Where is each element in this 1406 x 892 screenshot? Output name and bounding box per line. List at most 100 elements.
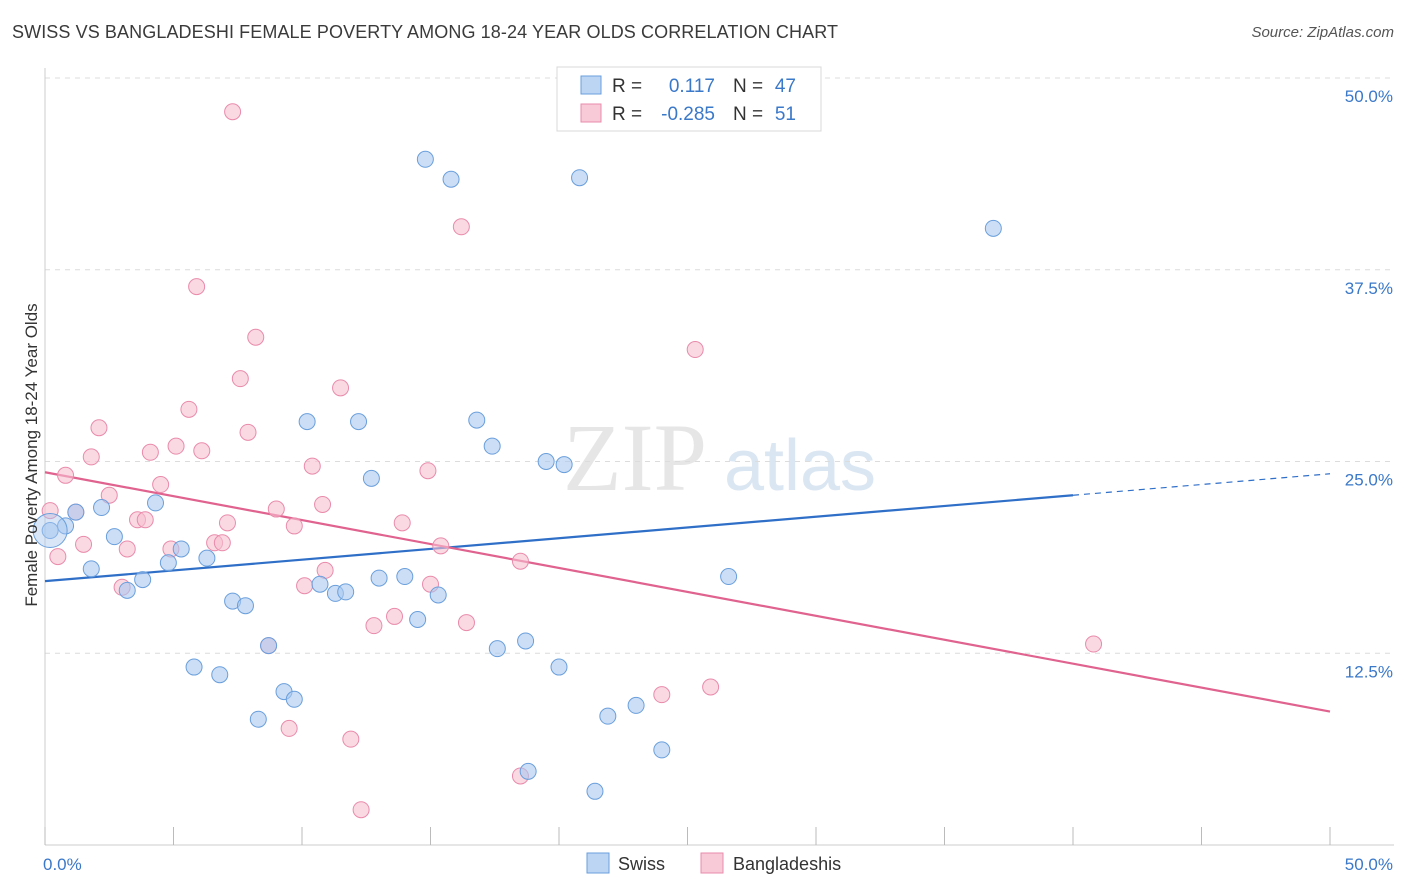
bangladeshis-point bbox=[352, 801, 370, 819]
bangladeshis-point bbox=[511, 552, 529, 570]
bangladeshis-trend-line bbox=[44, 471, 1331, 713]
swiss-swatch bbox=[580, 75, 602, 95]
bangladeshis-point bbox=[180, 400, 198, 418]
swiss-point bbox=[396, 568, 414, 586]
y-tick-labels: 12.5% 25.0% 37.5% 50.0% bbox=[1345, 87, 1393, 681]
bangladeshis-point bbox=[100, 486, 118, 504]
swiss-point bbox=[147, 494, 165, 512]
bangladeshis-point bbox=[365, 617, 383, 635]
swiss-point bbox=[519, 762, 537, 780]
swiss-point bbox=[571, 169, 589, 187]
bangladeshis-point bbox=[280, 719, 298, 737]
bangladeshis-point bbox=[452, 218, 470, 236]
bangladeshis-point bbox=[457, 614, 475, 632]
bangladeshis-point bbox=[141, 443, 159, 461]
legend-bangladeshis-label: Bangladeshis bbox=[733, 854, 841, 874]
bangladeshis-r-value: -0.285 bbox=[661, 104, 715, 125]
swiss-trend-line bbox=[44, 494, 1074, 583]
swiss-point-large bbox=[32, 513, 68, 549]
watermark-atlas: atlas bbox=[724, 426, 876, 506]
swiss-point bbox=[93, 499, 111, 517]
swiss-r-label: R = bbox=[612, 76, 642, 97]
swiss-point bbox=[159, 554, 177, 572]
swiss-point bbox=[82, 560, 100, 578]
swiss-point bbox=[350, 413, 368, 431]
swiss-trend-extension bbox=[1072, 473, 1331, 496]
bangladeshis-point bbox=[239, 423, 257, 441]
x-tick-label-max: 50.0% bbox=[1345, 855, 1393, 874]
bangladeshis-point bbox=[432, 537, 450, 555]
swiss-point bbox=[442, 170, 460, 188]
series-legend: Swiss Bangladeshis bbox=[586, 852, 841, 874]
bangladeshis-point bbox=[136, 511, 154, 529]
bangladeshis-point bbox=[1085, 635, 1103, 653]
bangladeshis-point bbox=[332, 379, 350, 397]
swiss-point bbox=[285, 690, 303, 708]
bangladeshis-point bbox=[247, 328, 265, 346]
swiss-point bbox=[599, 707, 617, 725]
swiss-n-value: 47 bbox=[775, 76, 796, 97]
bangladeshis-point bbox=[90, 419, 108, 437]
swiss-point bbox=[172, 540, 190, 558]
bangladeshis-point bbox=[285, 517, 303, 535]
bangladeshis-point bbox=[653, 686, 671, 704]
swiss-r-value: 0.117 bbox=[669, 76, 715, 97]
swiss-point bbox=[370, 569, 388, 587]
y-axis-label: Female Poverty Among 18-24 Year Olds bbox=[22, 303, 41, 606]
swiss-point bbox=[483, 437, 501, 455]
swiss-point bbox=[586, 782, 604, 800]
swiss-point bbox=[537, 453, 555, 470]
swiss-point bbox=[416, 150, 434, 168]
bangladeshis-point bbox=[702, 678, 720, 696]
swiss-point bbox=[57, 517, 75, 535]
bangladeshis-n-label: N = bbox=[733, 104, 763, 125]
bangladeshis-point bbox=[419, 462, 437, 480]
bangladeshis-point bbox=[57, 466, 75, 484]
data-points bbox=[32, 103, 1103, 819]
bangladeshis-point bbox=[218, 514, 236, 532]
swiss-point bbox=[185, 658, 203, 676]
y-tick-label: 12.5% bbox=[1345, 662, 1393, 681]
swiss-point bbox=[468, 411, 486, 429]
bangladeshis-swatch bbox=[580, 103, 602, 123]
watermark-zip: ZIP bbox=[563, 404, 707, 511]
bangladeshis-point bbox=[49, 548, 67, 566]
swiss-point bbox=[409, 611, 427, 629]
swiss-point bbox=[550, 658, 568, 676]
swiss-point bbox=[984, 219, 1002, 237]
swiss-point bbox=[236, 597, 254, 615]
swiss-point bbox=[211, 666, 229, 684]
swiss-point bbox=[488, 640, 506, 658]
bangladeshis-point bbox=[386, 607, 404, 625]
bangladeshis-point bbox=[41, 502, 59, 520]
bangladeshis-point bbox=[167, 437, 185, 455]
swiss-point bbox=[298, 413, 316, 431]
swiss-point bbox=[627, 696, 645, 714]
y-tick-label: 25.0% bbox=[1345, 471, 1393, 490]
bangladeshis-r-label: R = bbox=[612, 104, 642, 125]
swiss-point bbox=[311, 575, 329, 593]
swiss-point bbox=[198, 549, 216, 567]
bangladeshis-point bbox=[267, 500, 285, 518]
watermark: ZIP atlas bbox=[563, 404, 876, 511]
bangladeshis-point bbox=[213, 534, 231, 552]
bangladeshis-point bbox=[118, 540, 136, 558]
bangladeshis-n-value: 51 bbox=[775, 104, 796, 125]
swiss-point bbox=[720, 568, 738, 586]
bangladeshis-point bbox=[82, 448, 100, 466]
bangladeshis-point bbox=[342, 730, 360, 748]
source-label: Source: ZipAtlas.com bbox=[1251, 24, 1394, 41]
swiss-point bbox=[429, 586, 447, 604]
y-tick-label: 50.0% bbox=[1345, 87, 1393, 106]
swiss-n-label: N = bbox=[733, 76, 763, 97]
swiss-point bbox=[118, 581, 136, 599]
legend-bangladeshis-swatch bbox=[700, 852, 724, 874]
swiss-point bbox=[555, 456, 573, 474]
x-tick-label-min: 0.0% bbox=[43, 855, 82, 874]
bangladeshis-point bbox=[224, 103, 242, 121]
series-swiss bbox=[41, 150, 1002, 800]
stats-legend: R = 0.117 N = 47 R = -0.285 N = 51 bbox=[556, 66, 822, 132]
bangladeshis-point bbox=[231, 370, 249, 388]
y-tick-label: 37.5% bbox=[1345, 279, 1393, 298]
